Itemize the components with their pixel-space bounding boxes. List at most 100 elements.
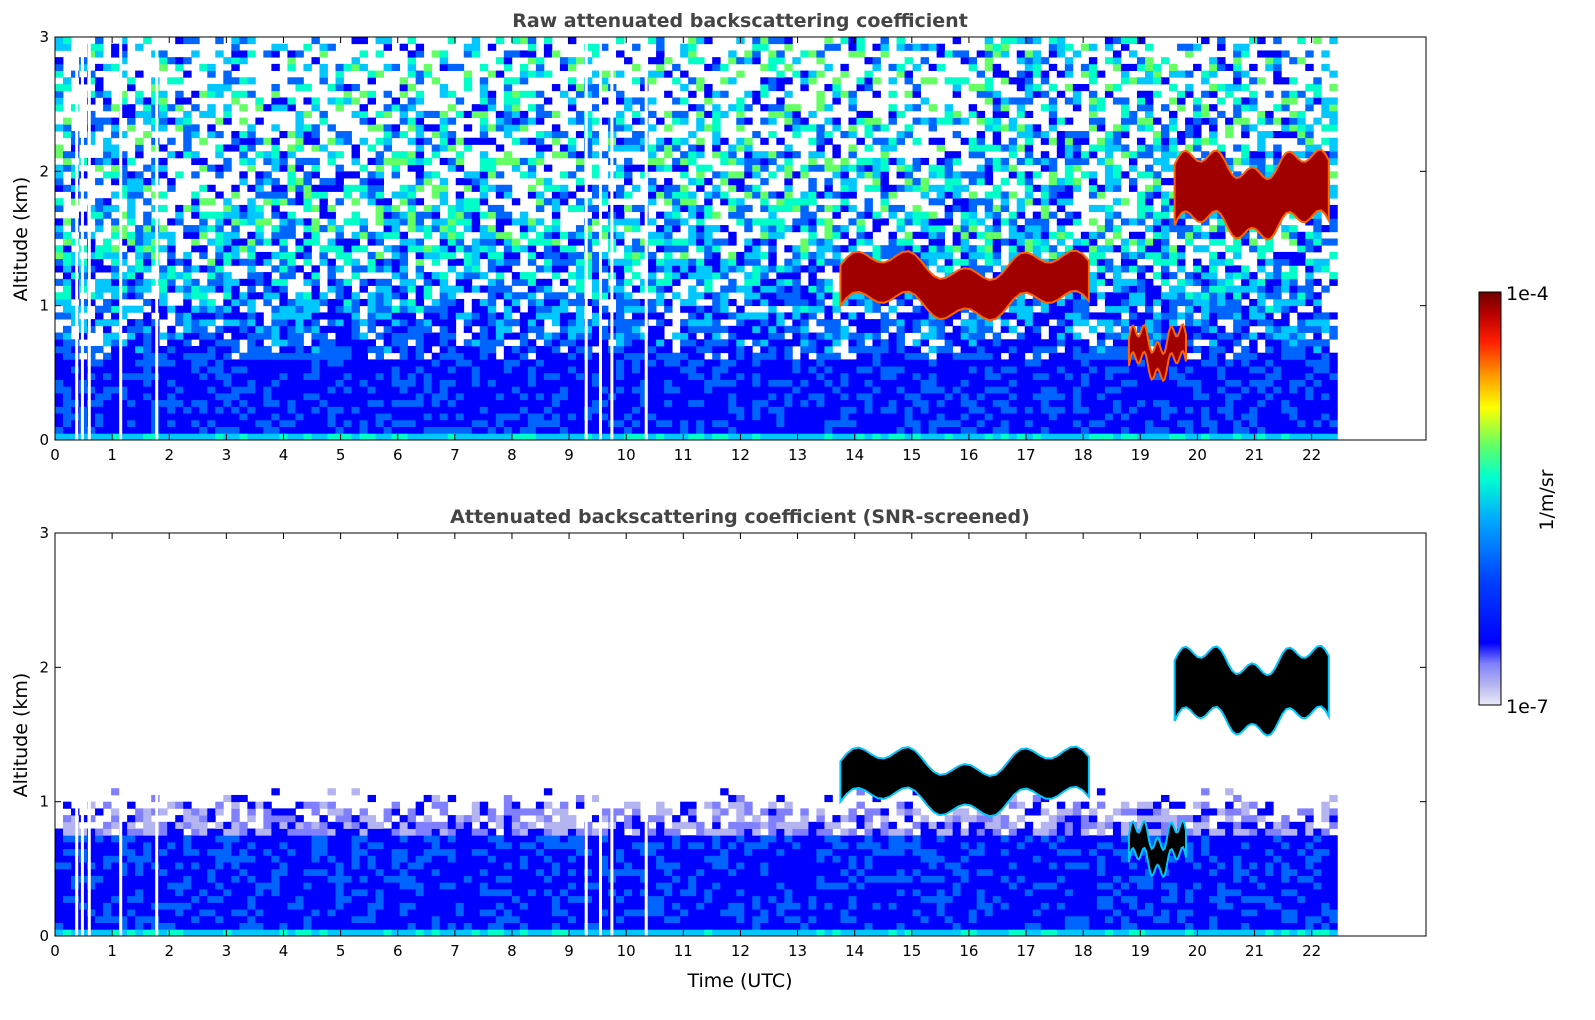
heatmap-cell [640,77,649,85]
heatmap-cell [600,312,609,320]
heatmap-cell [111,399,120,407]
heatmap-cell [720,258,729,266]
heatmap-cell [583,413,593,421]
heatmap-cell [832,399,841,407]
heatmap-cell [784,312,793,320]
heatmap-cell [527,218,537,226]
heatmap-cell [143,238,152,246]
heatmap-cell [191,198,200,206]
heatmap-cell [688,319,697,327]
heatmap-cell [720,171,729,179]
heatmap-cell [808,157,817,166]
heatmap-cell [808,426,817,434]
heatmap-cell [624,144,633,152]
heatmap-cell [247,386,256,394]
heatmap-cell [407,124,417,132]
heatmap-cell [423,406,433,414]
heatmap-cell [255,372,264,380]
heatmap-cell [664,151,673,159]
heatmap-cell [207,131,216,139]
heatmap-cell [1000,70,1010,78]
heatmap-cell [880,191,889,199]
heatmap-cell [415,117,425,125]
heatmap-cell [367,278,376,286]
heatmap-cell [479,151,489,159]
heatmap-cell [543,413,553,421]
heatmap-cell [616,359,625,367]
heatmap-cell [375,258,384,266]
heatmap-cell [864,204,873,213]
heatmap-cell [880,352,889,360]
heatmap-cell [840,392,849,401]
heatmap-cell [399,211,409,219]
heatmap-cell [704,419,713,427]
heatmap-cell [784,298,793,307]
heatmap-cell [784,151,793,159]
heatmap-cell [415,90,425,98]
heatmap-cell [263,359,272,367]
heatmap-cell [664,70,673,78]
heatmap-cell [808,366,817,374]
heatmap-cell [808,265,817,273]
heatmap-cell [447,265,457,273]
heatmap-cell [840,426,849,434]
heatmap-cell [672,63,681,71]
heatmap-cell [175,312,184,320]
heatmap-cell [944,218,954,226]
heatmap-cell [752,151,761,159]
heatmap-cell [736,218,745,226]
heatmap-cell [447,231,457,239]
heatmap-cell [624,171,633,179]
heatmap-cell [479,399,489,407]
heatmap-cell [784,386,793,394]
heatmap-cell [271,84,280,92]
heatmap-cell [463,137,473,145]
heatmap-cell [656,225,665,233]
heatmap-cell [103,265,112,273]
heatmap-cell [952,359,962,367]
heatmap-cell [744,90,753,98]
heatmap-cell [167,104,176,112]
heatmap-cell [648,265,657,273]
heatmap-cell [391,426,401,434]
heatmap-cell [103,399,112,407]
heatmap-cell [311,218,320,226]
heatmap-cell [744,50,753,58]
heatmap-cell [423,245,433,253]
heatmap-cell [335,77,344,85]
heatmap-cell [664,137,673,145]
heatmap-cell [527,433,537,440]
heatmap-cell [191,305,200,313]
heatmap-cell [255,386,264,394]
heatmap-cell [800,265,809,273]
heatmap-cell [928,77,938,85]
heatmap-cell [583,426,593,434]
heatmap-cell [471,359,481,367]
heatmap-cell [824,292,833,300]
heatmap-cell [656,238,665,246]
heatmap-cell [127,426,136,434]
heatmap-cell [327,419,336,427]
heatmap-cell [744,251,753,260]
heatmap-cell [367,251,376,260]
heatmap-cell [904,392,913,401]
heatmap-cell [87,204,96,213]
heatmap-cell [231,433,240,440]
heatmap-cell [575,57,585,65]
heatmap-cell [207,433,216,440]
heatmap-cell [127,84,136,92]
heatmap-cell [696,77,705,85]
heatmap-cell [864,433,873,440]
heatmap-cell [832,151,841,159]
heatmap-cell [712,392,721,401]
heatmap-cell [936,386,946,394]
heatmap-cell [111,245,120,253]
heatmap-cell [351,238,360,246]
heatmap-cell [455,191,465,199]
heatmap-cell [551,245,561,253]
heatmap-cell [656,406,665,414]
heatmap-cell [279,157,288,166]
heatmap-cell [856,77,865,85]
heatmap-cell [640,413,649,421]
heatmap-cell [415,131,425,139]
